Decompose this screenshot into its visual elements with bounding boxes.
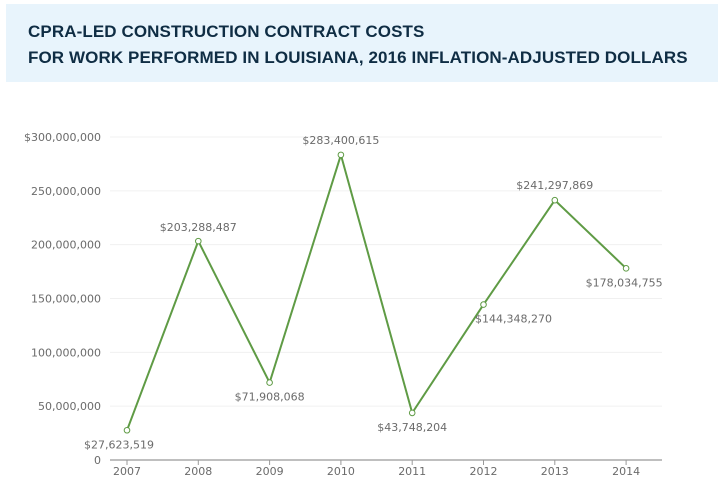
data-point [408,409,416,417]
data-point [480,301,487,308]
gridlines [110,136,662,407]
x-axis: 2007 2008 2009 2010 2011 2012 2013 2014 [110,459,662,478]
data-label: $43,748,204 [377,421,447,434]
x-tick-label: 2011 [398,465,426,478]
y-tick-label: 200,000,000 [31,239,101,252]
data-label: $71,908,068 [235,391,305,404]
y-tick-label: 100,000,000 [31,346,101,359]
data-point [337,151,345,159]
y-tick-label: 250,000,000 [31,185,101,198]
x-tick-label: 2012 [470,465,498,478]
data-point [551,196,559,204]
data-point [266,379,273,386]
x-tick-label: 2010 [327,465,355,478]
series-line-group [123,151,630,434]
data-label: $241,297,869 [516,179,593,192]
data-labels: $27,623,519 $203,288,487 $71,908,068 $283,4… [84,134,663,451]
data-label: $283,400,615 [302,134,379,147]
chart-header: CPRA-LED CONSTRUCTION CONTRACT COSTS FOR… [6,4,718,82]
data-label: $27,623,519 [84,438,154,451]
y-tick-label: 0 [94,454,101,467]
x-tick-label: 2013 [541,465,569,478]
data-point [123,426,131,434]
data-label: $144,348,270 [475,313,552,326]
y-tick-label: $300,000,000 [24,131,101,144]
x-tick-label: 2014 [612,465,640,478]
y-tick-label: 50,000,000 [38,400,101,413]
data-label: $203,288,487 [160,221,237,234]
y-axis: 0 50,000,000 100,000,000 150,000,000 200,000… [24,131,101,467]
x-tick-label: 2008 [184,465,212,478]
y-tick-label: 150,000,000 [31,293,101,306]
data-label: $178,034,755 [586,276,663,289]
series-line [126,151,627,431]
data-point [195,237,202,245]
x-tick-label: 2009 [256,465,284,478]
data-point [622,265,630,272]
chart-title-line2: FOR WORK PERFORMED IN LOUISIANA, 2016 IN… [28,48,688,67]
x-tick-label: 2007 [113,465,141,478]
chart-title-line1: CPRA-LED CONSTRUCTION CONTRACT COSTS [28,22,425,41]
